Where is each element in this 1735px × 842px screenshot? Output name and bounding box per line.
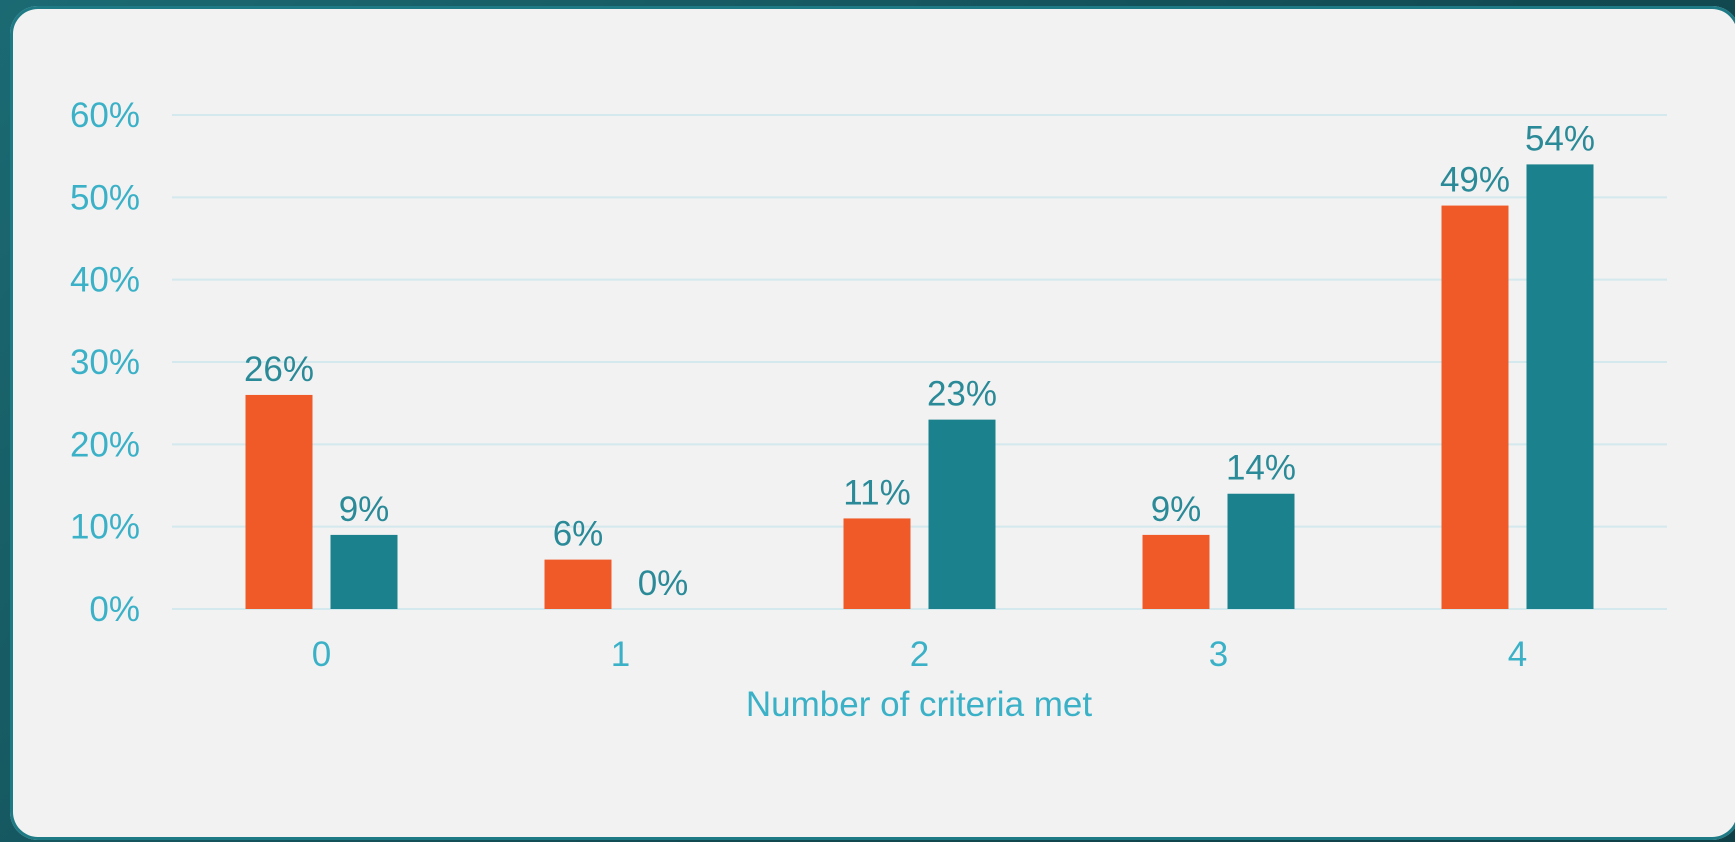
data-label: 9% (1151, 490, 1202, 529)
bar-series-2-cat-2 (928, 419, 996, 609)
data-label: 11% (843, 473, 910, 512)
bars (245, 164, 1594, 610)
data-label: 6% (553, 515, 604, 554)
y-tick-label: 20% (70, 425, 140, 464)
data-labels: 26% 9% 6% 0% 11% 23% 9% 14% 49% 54% (244, 119, 1595, 603)
data-label: 14% (1226, 449, 1296, 488)
data-label: 54% (1525, 119, 1595, 158)
data-label: 26% (244, 350, 314, 389)
data-label: 0% (638, 564, 689, 603)
bar-series-1-cat-4 (1441, 205, 1509, 610)
gridlines (172, 114, 1667, 610)
bar-series-1-cat-3 (1142, 534, 1210, 609)
data-label: 9% (339, 490, 390, 529)
x-axis-ticks: 0 1 2 3 4 (312, 635, 1527, 674)
x-tick-label: 3 (1209, 635, 1228, 674)
bar-series-1-cat-1 (544, 559, 612, 609)
bar-series-2-cat-4 (1526, 164, 1594, 609)
y-tick-label: 0% (89, 590, 140, 629)
bar-series-1-cat-0 (245, 394, 313, 609)
bar-series-1-cat-2 (843, 518, 911, 609)
x-tick-label: 1 (611, 635, 630, 674)
bar-series-2-cat-3 (1227, 493, 1295, 609)
y-tick-label: 60% (70, 96, 140, 135)
x-tick-label: 4 (1508, 635, 1527, 674)
data-label: 49% (1440, 161, 1510, 200)
x-tick-label: 0 (312, 635, 331, 674)
y-axis-ticks: 0% 10% 20% 30% 40% 50% 60% (70, 96, 140, 629)
bar-series-2-cat-0 (330, 534, 398, 609)
x-axis-label: Number of criteria met (746, 685, 1092, 724)
y-tick-label: 10% (70, 508, 140, 547)
y-tick-label: 50% (70, 178, 140, 217)
y-tick-label: 40% (70, 261, 140, 300)
x-tick-label: 2 (910, 635, 929, 674)
data-label: 23% (927, 375, 997, 414)
y-tick-label: 30% (70, 343, 140, 382)
